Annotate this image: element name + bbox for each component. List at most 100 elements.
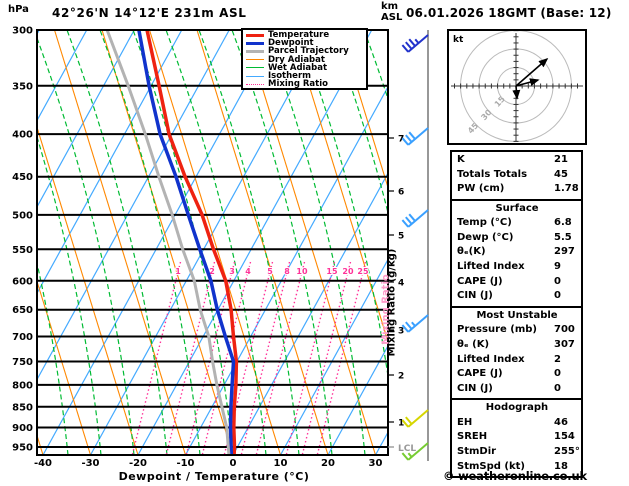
temperature-legend-swatch [246, 33, 264, 37]
wind-barb [401, 442, 429, 461]
table-row: K 21 [457, 153, 577, 168]
parcel-trajectory-legend-swatch [246, 49, 264, 53]
legend-item-label: Dewpoint [268, 38, 314, 49]
mixing-ratio-value: 3 [229, 267, 235, 276]
pressure-tick-label: 700 [12, 332, 33, 343]
temperature-tick-label: 20 [321, 458, 335, 469]
table-row-value: 154 [554, 431, 575, 443]
temperature-tick-label: -20 [129, 458, 147, 469]
table-row-value: 45 [554, 168, 568, 180]
temperature-tick-label: -30 [81, 458, 99, 469]
surface-section: Surface Temp (°C) 6.8 Dewp (°C) 5.5 θₑ(K) 297… [450, 198, 583, 308]
station-title: 42°26'N 14°12'E 231m ASL [52, 6, 247, 20]
temperature-curve [145, 30, 239, 455]
table-row-value: 0 [554, 382, 561, 394]
table-row-label: PW (cm) [457, 183, 505, 195]
isotherm-line [37, 30, 88, 122]
table-row: CIN (J) 0 [457, 382, 577, 397]
most-unstable-section: Most Unstable Pressure (mb) 700 θₑ (K) 307 L… [450, 305, 583, 401]
km-label: km [381, 1, 399, 12]
legend-item-label: Temperature [268, 30, 330, 41]
dry-adiabat-line [291, 30, 388, 344]
table-row-label: Lifted Index [457, 353, 525, 365]
table-row-label: θₑ(K) [457, 246, 486, 258]
mixing-ratio-line [201, 261, 252, 455]
dry-adiabat-line [101, 30, 234, 455]
temperature-tick-label: -10 [176, 458, 194, 469]
table-row-label: StmSpd (kt) [457, 460, 525, 472]
hodograph-border [447, 29, 587, 145]
pressure-tick-label: 900 [12, 423, 33, 434]
legend-item: Parcel Trajectory [246, 47, 366, 56]
pressure-tick-label: 750 [12, 357, 33, 368]
table-row-label: CAPE (J) [457, 275, 503, 287]
legend-item: Wet Adiabat [246, 64, 366, 72]
legend-item: Mixing Ratio [246, 80, 366, 88]
legend-item: Dewpoint [246, 38, 366, 49]
parcel-trajectory-curve [105, 30, 231, 455]
table-row: CAPE (J) 0 [457, 275, 577, 290]
temperature-tick-label: -40 [34, 458, 52, 469]
table-row-value: 46 [554, 416, 568, 428]
mixing-ratio-value: 10 [296, 267, 308, 276]
wet-adiabat-line [37, 260, 69, 455]
mixing-ratio-value: 1 [175, 267, 181, 276]
mixing-ratio-line [255, 261, 306, 455]
table-row-label: CIN (J) [457, 290, 493, 302]
table-row-label: Dewp (°C) [457, 231, 514, 243]
mixing-ratio-value: 8 [284, 267, 290, 276]
legend-item-label: Isotherm [268, 71, 311, 82]
wet-adiabat-line [0, 30, 2, 455]
mixing-ratio-value: 4 [245, 267, 251, 276]
hodograph-wind-vector [515, 78, 540, 87]
mixing-ratio-line [285, 261, 336, 455]
copyright-watermark: © weatheronline.co.uk [443, 469, 587, 483]
table-row: θₑ(K) 297 [457, 245, 577, 260]
table-row-value: 700 [554, 324, 575, 336]
mixing-ratio-value: 25 [357, 267, 369, 276]
table-row-value: 0 [554, 275, 561, 287]
table-row: Dewp (°C) 5.5 [457, 231, 577, 246]
hodograph-wind-vector [512, 85, 521, 100]
km-tick-label: 4 [398, 279, 404, 289]
hodograph-unit-label: kt [453, 35, 464, 45]
table-row-label: θₑ (K) [457, 338, 490, 350]
isotherm-line [37, 30, 183, 295]
dry-adiabat-line [243, 30, 377, 455]
dry-adiabat-line [148, 30, 282, 455]
wet-adiabat-line [231, 30, 333, 455]
wind-barb [401, 209, 429, 228]
pressure-tick-label: 600 [12, 276, 33, 287]
plot-border [36, 29, 389, 456]
hodograph-section: Hodograph EH 46 SREH 154 StmDir 255° StmSpd (k… [450, 398, 583, 479]
dry-adiabat-line [338, 30, 388, 190]
isotherm-line [37, 30, 135, 209]
mixing-ratio-line [316, 261, 367, 455]
table-row-value: 9 [554, 261, 561, 273]
isotherm-line [37, 30, 230, 381]
pressure-tick-label: 950 [12, 443, 33, 454]
table-row-label: Temp (°C) [457, 217, 512, 229]
table-row: StmDir 255° [457, 445, 580, 460]
table-row-value: 255° [554, 446, 580, 457]
wind-barb [401, 127, 429, 146]
table-row-value: 0 [554, 368, 561, 380]
km-tick-label: 6 [398, 188, 404, 198]
table-row-label: SREH [457, 431, 488, 443]
pressure-tick-label: 850 [12, 402, 33, 413]
mixing-ratio-axis-label: Mixing Ratio (g/kg) [386, 248, 398, 357]
plot-area: 1 2 3 4 5 8 10 15 20 25 [0, 30, 388, 455]
wet-adiabat-line [37, 36, 135, 455]
temperature-tick-label: 30 [369, 458, 383, 469]
table-row-value: 6.8 [554, 217, 572, 229]
wet-adiabat-line [37, 134, 102, 455]
pressure-axis-unit: hPa [8, 4, 29, 15]
km-tick-label: 1 [398, 419, 404, 429]
table-row-value: 1.78 [554, 183, 579, 195]
wet-adiabat-line [198, 30, 300, 455]
isotherm-legend-swatch [246, 75, 264, 77]
pressure-tick-label: 450 [12, 172, 33, 183]
legend-item-label: Dry Adiabat [268, 54, 325, 65]
